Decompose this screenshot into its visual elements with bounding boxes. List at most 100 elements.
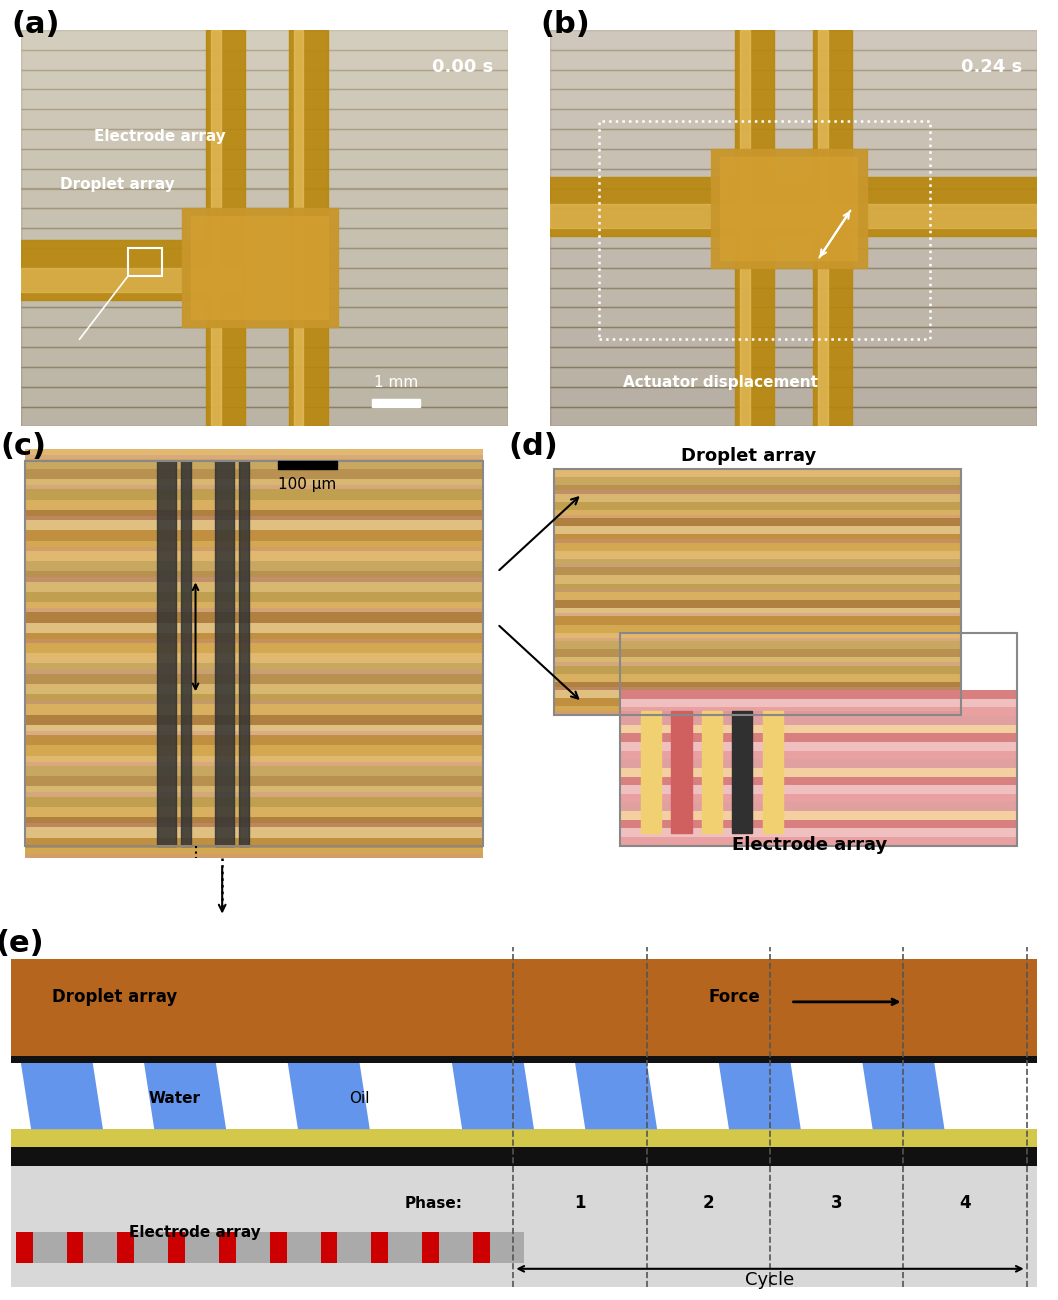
- Bar: [554, 690, 961, 698]
- Bar: [215, 460, 235, 846]
- Bar: [554, 706, 961, 715]
- Bar: [25, 459, 482, 469]
- Bar: [21, 30, 508, 49]
- Bar: [620, 699, 1017, 707]
- Bar: [740, 30, 750, 426]
- Bar: [554, 673, 961, 682]
- Text: Droplet array: Droplet array: [60, 177, 175, 191]
- Bar: [620, 794, 1017, 802]
- Bar: [25, 663, 482, 673]
- Bar: [25, 541, 482, 551]
- Bar: [185, 1232, 202, 1262]
- Bar: [711, 148, 867, 268]
- Bar: [25, 755, 482, 766]
- Bar: [550, 69, 1037, 90]
- Bar: [21, 386, 508, 407]
- Bar: [16, 1232, 33, 1262]
- Bar: [338, 1232, 354, 1262]
- Bar: [818, 30, 827, 426]
- Bar: [25, 551, 482, 562]
- Bar: [641, 711, 661, 833]
- Bar: [21, 49, 508, 69]
- Bar: [21, 248, 508, 268]
- Text: Electrode array: Electrode array: [129, 1225, 261, 1240]
- Bar: [25, 623, 482, 633]
- Bar: [550, 227, 1037, 248]
- Bar: [25, 469, 482, 480]
- Bar: [236, 1232, 253, 1262]
- Bar: [287, 1232, 304, 1262]
- Bar: [620, 828, 1017, 837]
- Bar: [25, 638, 482, 644]
- Bar: [554, 477, 961, 485]
- Bar: [21, 347, 508, 367]
- Bar: [620, 742, 1017, 750]
- Bar: [21, 188, 508, 208]
- Bar: [25, 485, 482, 490]
- Bar: [550, 347, 1037, 367]
- Bar: [25, 854, 482, 858]
- Bar: [21, 367, 508, 387]
- Bar: [550, 169, 1037, 188]
- Bar: [25, 455, 482, 459]
- Text: 0.00 s: 0.00 s: [432, 57, 493, 75]
- Bar: [422, 1232, 439, 1262]
- Bar: [554, 658, 961, 666]
- Bar: [813, 30, 852, 426]
- Bar: [25, 602, 482, 612]
- Bar: [550, 367, 1037, 387]
- Bar: [720, 157, 857, 260]
- Bar: [21, 307, 508, 328]
- Bar: [25, 516, 482, 520]
- Bar: [151, 1232, 168, 1262]
- Bar: [554, 519, 961, 526]
- Bar: [157, 460, 176, 846]
- Bar: [25, 490, 482, 499]
- Bar: [620, 837, 1017, 846]
- Bar: [50, 1232, 67, 1262]
- Bar: [554, 682, 961, 690]
- Bar: [25, 572, 482, 581]
- Bar: [554, 515, 961, 519]
- Bar: [25, 837, 482, 848]
- Bar: [25, 762, 482, 766]
- Bar: [620, 802, 1017, 811]
- Bar: [550, 148, 1037, 169]
- Bar: [554, 576, 961, 584]
- Bar: [21, 69, 508, 90]
- Polygon shape: [452, 1062, 534, 1130]
- Text: (b): (b): [541, 10, 590, 39]
- Bar: [253, 1232, 270, 1262]
- Bar: [25, 848, 482, 858]
- Bar: [490, 1232, 507, 1262]
- Polygon shape: [144, 1062, 226, 1130]
- Bar: [11, 1057, 1037, 1062]
- Bar: [550, 248, 1037, 268]
- Polygon shape: [576, 1062, 657, 1130]
- Bar: [25, 701, 482, 705]
- Bar: [735, 30, 774, 426]
- Text: 1 mm: 1 mm: [373, 374, 418, 390]
- Bar: [21, 328, 508, 347]
- Bar: [21, 148, 508, 169]
- Bar: [620, 759, 1017, 768]
- Bar: [550, 90, 1037, 109]
- Bar: [278, 460, 336, 469]
- Bar: [550, 287, 1037, 307]
- Bar: [25, 827, 482, 837]
- Bar: [371, 399, 420, 407]
- Bar: [11, 1166, 1037, 1287]
- Bar: [25, 670, 482, 673]
- Bar: [25, 731, 482, 736]
- Bar: [473, 1232, 490, 1262]
- Bar: [554, 510, 961, 519]
- Bar: [168, 1232, 185, 1262]
- Bar: [620, 811, 1017, 820]
- Bar: [554, 698, 961, 706]
- Bar: [25, 608, 482, 612]
- Bar: [599, 121, 930, 339]
- Bar: [21, 240, 240, 299]
- Bar: [620, 690, 1017, 699]
- Text: Electrode array: Electrode array: [94, 129, 226, 144]
- Bar: [21, 109, 508, 129]
